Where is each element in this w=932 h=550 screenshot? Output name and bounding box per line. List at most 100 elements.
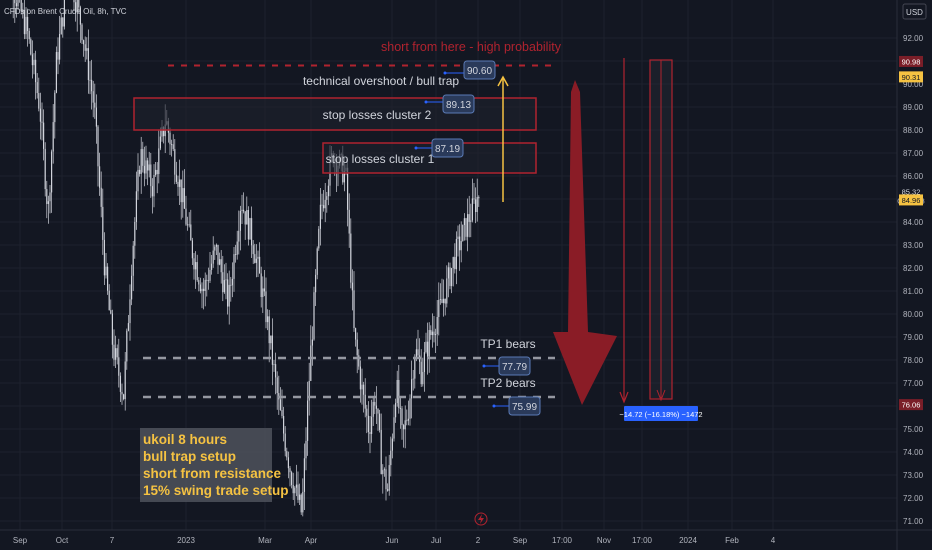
price-box-89-13[interactable]: [442, 94, 475, 114]
candle-body: [23, 10, 25, 35]
time-axis[interactable]: Sep Oct 7 2023 Mar Apr Jun Jul 2 Sep 17:00 Nov 17:00…: [13, 536, 776, 545]
zone1-label[interactable]: stop losses cluster 1: [326, 152, 435, 166]
note-line-4: 15% swing trade setup: [143, 483, 289, 498]
candle-body: [422, 371, 424, 385]
candle-body: [367, 415, 369, 433]
yellow-arrow-head: [497, 75, 509, 87]
candle-body: [123, 394, 125, 400]
candle-body: [355, 328, 357, 340]
candle-body: [76, 0, 78, 13]
candle-body: [201, 288, 203, 292]
price-marker-box: [899, 194, 923, 206]
time-tick-label: 17:00: [552, 536, 573, 545]
price-box-90-60[interactable]: [463, 60, 496, 80]
connector-dot: [492, 404, 496, 408]
chart-header-symbol[interactable]: CFDs on Brent Crude Oil, 8h, TVC: [4, 7, 127, 16]
time-tick-label: 2023: [177, 536, 195, 545]
candle-body: [305, 440, 307, 459]
candle-body: [59, 33, 61, 60]
candle-body: [423, 352, 425, 372]
candle-body: [283, 415, 285, 434]
note-line-3: short from resistance: [143, 466, 282, 481]
big-red-down-arrow[interactable]: [553, 80, 617, 405]
time-tick-label: Jun: [386, 536, 399, 545]
measure-result-box[interactable]: [624, 406, 698, 421]
candle-body: [294, 487, 296, 494]
candle-body: [135, 191, 137, 222]
connector-dot: [424, 100, 428, 104]
lightning-icon[interactable]: [474, 512, 488, 526]
time-tick-label: 2024: [679, 536, 697, 545]
candle-body: [134, 221, 136, 246]
candle-body: [303, 458, 305, 492]
candle-body: [276, 377, 278, 394]
candle-body: [260, 273, 262, 298]
candle-body: [383, 469, 385, 471]
zone2-label[interactable]: stop losses cluster 2: [323, 108, 432, 122]
price-tick-label: 82.00: [903, 264, 924, 273]
candle-body: [57, 52, 59, 60]
candle-body: [183, 188, 185, 209]
candle-body: [292, 484, 294, 494]
candle-body: [347, 167, 349, 210]
candle-body: [316, 248, 318, 275]
candle-body: [91, 79, 93, 92]
tp2-label[interactable]: TP2 bears: [480, 376, 535, 390]
candle-body: [182, 188, 184, 203]
candle-body: [398, 379, 400, 408]
candle-body: [118, 357, 120, 376]
note-box[interactable]: [140, 428, 272, 502]
candle-body: [28, 30, 30, 40]
candle-body: [153, 175, 155, 197]
candle-body: [51, 151, 53, 193]
candle-body: [126, 330, 128, 362]
candle-body: [287, 457, 289, 469]
candle-body: [406, 420, 408, 422]
time-tick-label: Feb: [725, 536, 739, 545]
candle-body: [427, 341, 429, 357]
candle-body: [158, 148, 160, 175]
candle-body: [145, 160, 147, 174]
candle-body: [22, 10, 24, 12]
candle-body: [137, 169, 139, 192]
candle-body: [169, 132, 171, 145]
currency-box[interactable]: [902, 3, 927, 20]
time-tick-label: Sep: [513, 536, 528, 545]
price-box-77-79[interactable]: [498, 356, 531, 376]
candle-body: [371, 416, 373, 434]
candle-body: [41, 121, 43, 123]
time-tick-label: Nov: [597, 536, 611, 545]
price-box-87-19[interactable]: [431, 138, 464, 158]
candle-body: [20, 0, 22, 12]
connector-dot: [414, 146, 418, 150]
price-marker-label: 90.31: [902, 73, 921, 82]
time-tick-label: 17:00: [632, 536, 653, 545]
price-tick-label: 73.00: [903, 471, 924, 480]
candle-body: [459, 236, 461, 251]
note-line-1: ukoil 8 hours: [143, 432, 227, 447]
candle-body: [243, 209, 245, 212]
candle-body: [353, 290, 355, 329]
price-tick-label: 88.00: [903, 126, 924, 135]
overshoot-text[interactable]: technical overshoot / bull trap: [303, 74, 459, 88]
candle-body: [161, 127, 163, 137]
tp1-label[interactable]: TP1 bears: [480, 337, 535, 351]
candle-body: [259, 256, 261, 274]
candle-body: [387, 489, 389, 491]
candle-body: [47, 201, 49, 204]
short-text[interactable]: short from here - high probability: [381, 40, 562, 54]
time-tick-label: Mar: [258, 536, 272, 545]
price-box-75-99[interactable]: [508, 396, 541, 416]
candle-body: [369, 432, 371, 434]
candle-body: [247, 210, 249, 240]
candle-body: [471, 198, 473, 221]
time-tick-label: 4: [771, 536, 776, 545]
candle-body: [446, 278, 448, 304]
candle-body: [203, 288, 205, 291]
candle-body: [116, 348, 118, 358]
candle-body: [310, 345, 312, 381]
note-line-2: bull trap setup: [143, 449, 236, 464]
candle-body: [17, 0, 19, 7]
candle-body: [115, 348, 117, 360]
